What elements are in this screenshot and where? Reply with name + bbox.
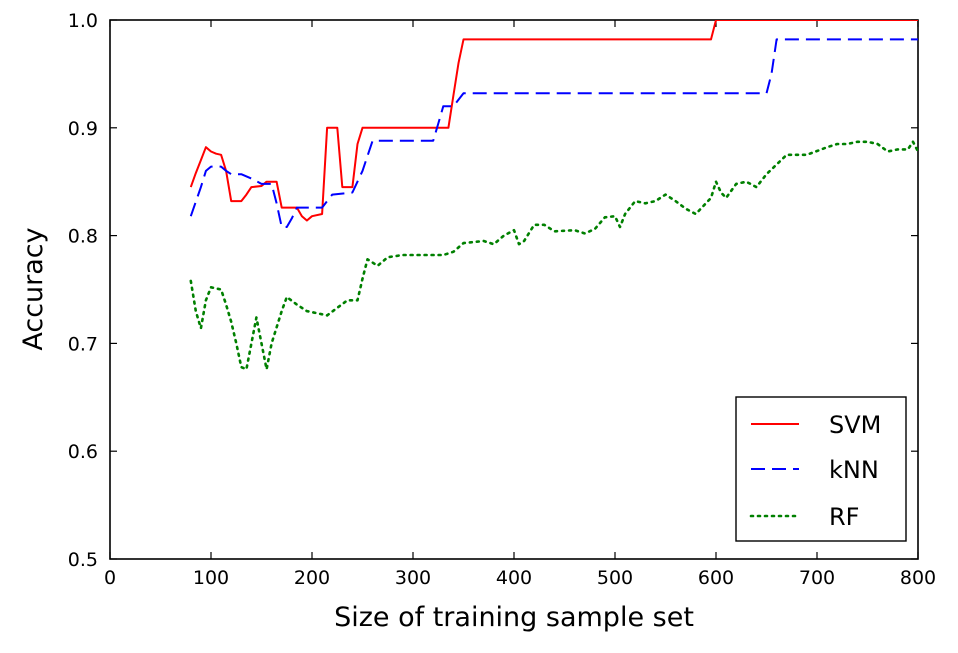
y-tick-label: 0.8 [68, 226, 98, 248]
y-tick-label: 0.6 [68, 441, 98, 463]
y-tick-label: 0.9 [68, 118, 98, 140]
x-tick-label: 600 [698, 567, 734, 589]
series-layer [189, 20, 918, 371]
x-axis-ticks: 0 100 200 300 400 500 600 700 800 [104, 20, 936, 589]
legend-label-rf: RF [829, 503, 859, 531]
legend: SVM kNN RF [735, 396, 907, 542]
series-line-knn [189, 38, 918, 228]
x-tick-label: 100 [193, 567, 229, 589]
series-line-rf [189, 140, 918, 371]
y-axis-label: Accuracy [18, 227, 49, 350]
x-tick-label: 200 [294, 567, 330, 589]
x-tick-label: 500 [597, 567, 633, 589]
y-axis-ticks: 0.5 0.6 0.7 0.8 0.9 1.0 [68, 10, 918, 571]
x-tick-label: 800 [900, 567, 936, 589]
series-line-svm [189, 20, 918, 222]
x-tick-label: 0 [104, 567, 116, 589]
x-tick-label: 300 [395, 567, 431, 589]
y-tick-label: 0.5 [68, 549, 98, 571]
x-tick-label: 700 [799, 567, 835, 589]
x-tick-label: 400 [496, 567, 532, 589]
y-tick-label: 0.7 [68, 333, 98, 355]
y-tick-label: 1.0 [68, 10, 98, 32]
x-axis-label: Size of training sample set [334, 602, 694, 633]
legend-label-svm: SVM [829, 411, 881, 439]
legend-label-knn: kNN [829, 456, 879, 484]
